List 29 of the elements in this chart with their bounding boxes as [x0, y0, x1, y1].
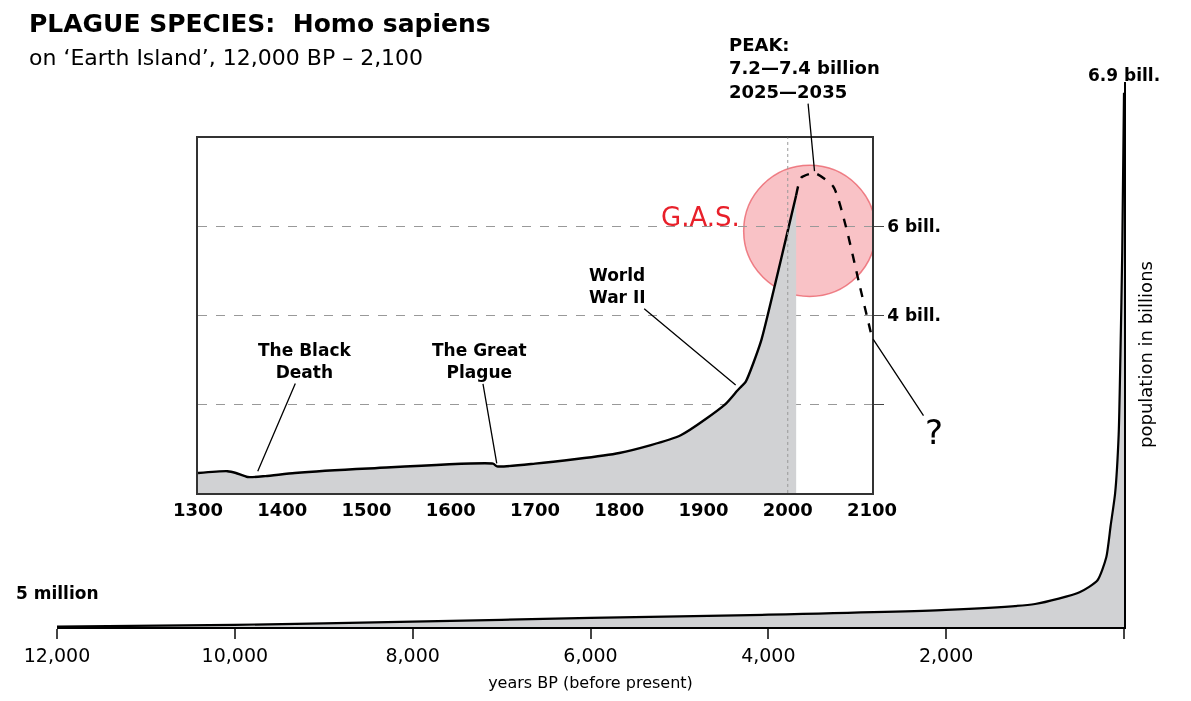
annotation: The Black Death: [258, 340, 352, 383]
x-tick-label: 1900: [678, 499, 729, 521]
annotation: PEAK: 7.2—7.4 billion 2025—2035: [729, 34, 880, 102]
x-tick-label: 1700: [509, 499, 561, 521]
annotation: 6.9 bill.: [1088, 65, 1161, 85]
x-axis-title: years BP (before present): [488, 673, 693, 692]
chart-subtitle: on ‘Earth Island’, 12,000 BP – 2,100: [29, 44, 424, 70]
x-tick-label: 1400: [257, 499, 308, 521]
x-tick-label: 8,000: [385, 643, 440, 666]
x-tick-label: 1800: [594, 499, 645, 521]
annotation: G.A.S.: [661, 202, 740, 232]
x-tick-label: 2000: [762, 499, 813, 521]
x-tick-label: 12,000: [23, 643, 91, 666]
x-tick-label: 1600: [425, 499, 476, 521]
x-tick-label: 6,000: [563, 643, 618, 666]
annotation: The Great Plague: [432, 340, 527, 383]
x-tick-label: 1500: [341, 499, 392, 521]
x-tick-label: 2,000: [918, 643, 974, 666]
chart-title: PLAGUE SPECIES: Homo sapiens: [29, 9, 491, 38]
x-tick-label: 4,000: [741, 643, 796, 666]
annotation: 5 million: [16, 583, 99, 603]
y-tick-label: 4 bill.: [887, 305, 942, 326]
x-tick-label: 1300: [172, 499, 224, 521]
annotation: World War II: [589, 265, 646, 308]
y-tick-label: 6 bill.: [887, 216, 942, 237]
x-tick-label: 2100: [846, 499, 898, 521]
y-axis-title: population in billions: [1134, 261, 1156, 448]
annotation: ?: [925, 412, 944, 452]
x-tick-label: 10,000: [201, 643, 269, 666]
